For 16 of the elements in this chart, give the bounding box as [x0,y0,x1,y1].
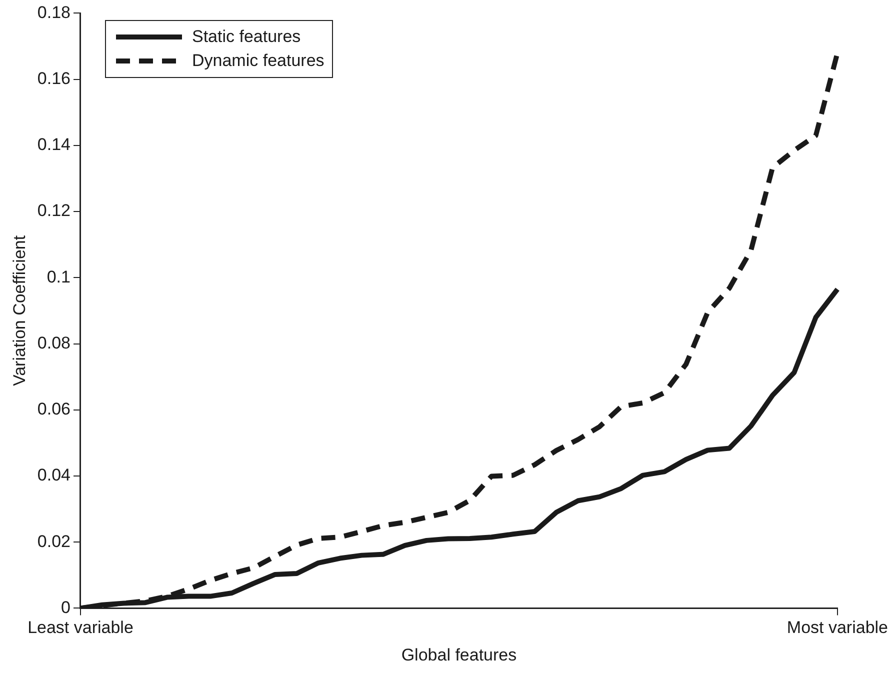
y-tick-label: 0.06 [37,400,70,419]
y-tick-label: 0 [61,598,70,617]
y-tick-label: 0.08 [37,333,70,352]
y-tick-label: 0.14 [37,135,70,154]
y-tick-label: 0.02 [37,532,70,551]
y-tick-label: 0.1 [46,267,70,286]
x-axis-title: Global features [401,645,517,664]
y-axis-title: Variation Coefficient [10,235,29,386]
x-tick-label: Most variable [786,618,888,638]
y-tick-label: 0.18 [37,2,70,22]
y-tick-label: 0.16 [37,69,70,88]
y-tick-label: 0.12 [37,201,70,220]
y-tick-label: 0.04 [37,466,70,485]
x-tick-label: Least variable [28,618,134,638]
legend-label: Static features [192,26,301,48]
legend-label: Dynamic features [192,50,324,72]
